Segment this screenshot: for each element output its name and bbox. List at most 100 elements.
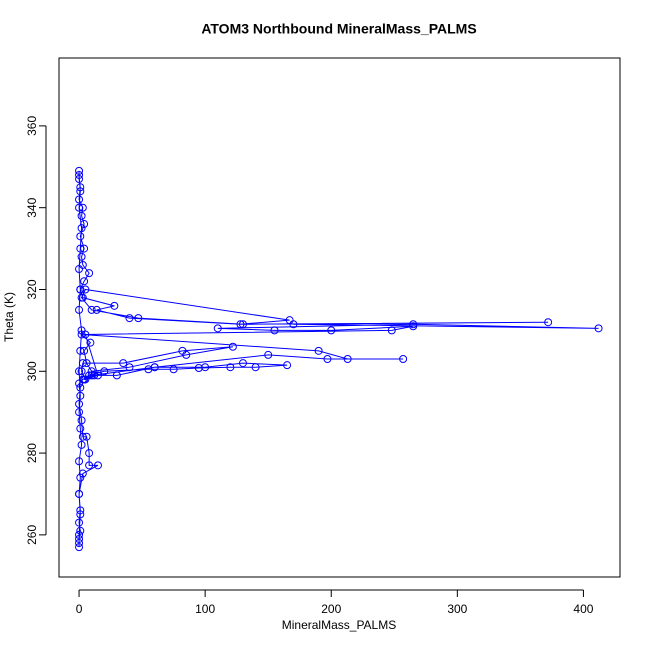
data-point: [87, 367, 96, 376]
data-point: [119, 359, 128, 368]
data-point: [399, 355, 408, 364]
data-point: [77, 224, 86, 233]
data-point: [169, 365, 178, 374]
data-point: [75, 489, 84, 498]
data-point: [75, 457, 84, 466]
data-point: [75, 203, 84, 212]
data-point: [213, 324, 222, 333]
data-point: [82, 359, 91, 368]
data-point: [93, 371, 102, 380]
data-point: [80, 244, 89, 253]
data-point: [75, 367, 84, 376]
data-point: [78, 203, 87, 212]
data-point: [78, 469, 87, 478]
data-point: [76, 391, 85, 400]
data-point: [110, 301, 119, 310]
data-point: [264, 350, 273, 359]
x-tick-label: 100: [195, 602, 215, 616]
data-point: [75, 195, 84, 204]
x-tick-label: 400: [573, 602, 593, 616]
y-tick-label: 320: [25, 279, 39, 299]
data-point: [82, 432, 91, 441]
data-point: [75, 305, 84, 314]
data-point: [76, 526, 85, 535]
data-point: [78, 293, 87, 302]
y-tick-label: 360: [25, 116, 39, 136]
data-point: [80, 346, 89, 355]
y-axis-label: Theta (K): [2, 292, 16, 342]
data-point: [75, 539, 84, 548]
data-point: [112, 371, 121, 380]
x-tick-label: 0: [76, 602, 83, 616]
data-point: [327, 326, 336, 335]
data-point: [75, 530, 84, 539]
data-point: [85, 269, 94, 278]
data-point: [75, 543, 84, 552]
data-point: [75, 408, 84, 417]
data-point: [100, 367, 109, 376]
data-point: [150, 363, 159, 372]
data-point: [134, 314, 143, 323]
data-point: [238, 359, 247, 368]
data-point: [78, 359, 87, 368]
data-point: [76, 383, 85, 392]
data-point: [85, 449, 94, 458]
x-tick-label: 300: [447, 602, 467, 616]
data-point: [80, 220, 89, 229]
data-point: [87, 371, 96, 380]
data-point: [80, 277, 89, 286]
data-point: [76, 510, 85, 519]
data-point: [343, 355, 352, 364]
data-point: [323, 355, 332, 364]
data-point: [77, 440, 86, 449]
data-point: [182, 350, 191, 359]
data-point: [76, 285, 85, 294]
y-tick-label: 300: [25, 361, 39, 381]
data-point: [544, 318, 553, 327]
data-point: [76, 424, 85, 433]
data-point: [85, 461, 94, 470]
data-point: [86, 338, 95, 347]
data-point: [76, 346, 85, 355]
data-point: [77, 367, 86, 376]
data-point: [314, 346, 323, 355]
data-point: [594, 324, 603, 333]
data-point: [77, 330, 86, 339]
data-point: [75, 170, 84, 179]
data-point: [75, 175, 84, 184]
plot-frame: [58, 57, 621, 578]
data-point: [75, 400, 84, 408]
data-point: [125, 314, 134, 323]
data-point: [76, 244, 85, 253]
data-point: [194, 364, 203, 373]
data-point: [76, 473, 85, 482]
data-point: [76, 506, 85, 515]
data-point: [77, 252, 86, 261]
data-point: [92, 305, 101, 314]
data-point: [201, 363, 210, 372]
data-point: [75, 265, 84, 274]
y-tick-label: 260: [25, 525, 39, 545]
data-point: [90, 371, 99, 380]
y-tick-label: 280: [25, 443, 39, 463]
data-point: [285, 316, 294, 325]
data-point: [77, 416, 86, 425]
data-point: [270, 326, 279, 335]
data-point: [76, 232, 85, 241]
data-point: [77, 326, 86, 335]
data-point: [87, 305, 96, 314]
data-point: [81, 285, 90, 294]
data-point: [80, 375, 89, 384]
data-point: [75, 166, 84, 175]
data-point: [409, 320, 418, 329]
data-point: [387, 326, 396, 335]
y-tick-label: 340: [25, 197, 39, 217]
data-point: [75, 518, 84, 527]
data-point: [251, 363, 260, 372]
data-line: [78, 170, 599, 548]
data-point: [228, 342, 237, 351]
chart-title: ATOM3 Northbound MineralMass_PALMS: [201, 21, 476, 37]
data-point: [93, 461, 102, 470]
data-point: [226, 363, 235, 372]
